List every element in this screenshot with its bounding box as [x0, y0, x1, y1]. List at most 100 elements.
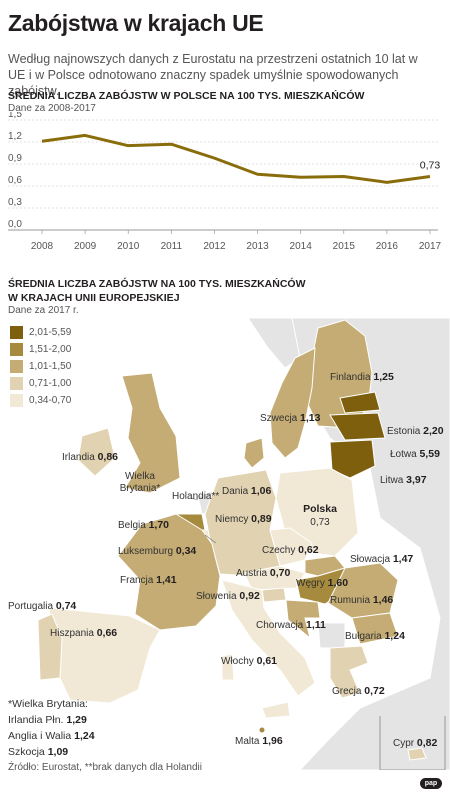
footnote-value: 1,24 [74, 730, 95, 742]
country-value: 0,92 [239, 590, 260, 602]
legend-label: 0,34-0,70 [29, 395, 72, 406]
country-value: 1,13 [300, 412, 321, 424]
label-polska: Polska [303, 503, 337, 515]
country-name: Niemcy [215, 514, 251, 525]
country-name: Malta [235, 736, 262, 747]
country-value: 0,72 [364, 685, 385, 697]
label-luksemburg: Luksemburg 0,34 [118, 545, 196, 557]
label-węgry: Węgry 1,60 [296, 577, 348, 589]
label-litwa: Litwa 3,97 [380, 474, 427, 486]
country-name-line: Brytania* [120, 483, 161, 494]
footnote-label: Irlandia Płn. [8, 714, 64, 726]
label-włochy: Włochy 0,61 [221, 655, 277, 667]
y-tick-label: 0,3 [8, 197, 22, 208]
legend-item: 1,01-1,50 [10, 358, 71, 375]
label-holandia-: Holandia** [172, 491, 219, 502]
y-tick-label: 0,9 [8, 153, 22, 164]
uk-footnote: *Wielka Brytania: Irlandia Płn. 1,29 Ang… [8, 696, 95, 760]
label-grecja: Grecja 0,72 [332, 685, 385, 697]
legend-label: 1,01-1,50 [29, 361, 72, 372]
source-note: Źródło: Eurostat, **brak danych dla Hola… [8, 762, 202, 773]
legend-label: 1,51-2,00 [29, 344, 72, 355]
country-name: Portugalia [8, 601, 56, 612]
country-czechia [269, 527, 313, 567]
map-legend: 2,01-5,59 1,51-2,00 1,01-1,50 0,71-1,00 … [10, 324, 71, 409]
country-name: Bułgaria [345, 631, 384, 642]
country-sweden [269, 347, 316, 459]
country-value: 1,24 [384, 630, 405, 642]
legend-item: 1,51-2,00 [10, 341, 71, 358]
label-szwecja: Szwecja 1,13 [260, 412, 321, 424]
label-dania: Dania 1,06 [222, 485, 272, 497]
country-value: 1,47 [393, 553, 414, 565]
label-francja: Francja 1,41 [120, 574, 177, 586]
country-value: 2,20 [423, 425, 444, 437]
country-portugal [37, 613, 63, 681]
country-italy [221, 579, 316, 697]
page-title: Zabójstwa w krajach UE [8, 10, 264, 36]
legend-swatch [10, 377, 23, 390]
footnote-value: 1,29 [66, 714, 87, 726]
country-value: 1,96 [262, 735, 283, 747]
label-cypr: Cypr 0,82 [393, 737, 438, 749]
country-value: 0,70 [270, 567, 291, 579]
country-name: Słowenia [196, 591, 239, 602]
country-value: 0,34 [176, 545, 197, 557]
country-cyprus [407, 747, 427, 761]
footnote-title: *Wielka Brytania: [8, 698, 88, 710]
data-label: 0,73 [420, 159, 441, 171]
map-title: ŚREDNIA LICZBA ZABÓJSTW NA 100 TYS. MIES… [8, 278, 306, 304]
label-austria: Austria 0,70 [236, 567, 291, 579]
country-name: Chorwacja [256, 620, 306, 631]
country-lithuania [329, 439, 376, 479]
footnote-row: Szkocja 1,09 [8, 744, 95, 760]
country-name: Luksemburg [118, 546, 176, 557]
cyprus-inset-frame [379, 716, 446, 770]
country-name-line: Wielka [125, 471, 155, 482]
y-tick-label: 1,2 [8, 131, 22, 142]
label-słowacja: Słowacja 1,47 [350, 553, 413, 565]
legend-item: 2,01-5,59 [10, 324, 71, 341]
y-tick-label: 0,6 [8, 175, 22, 186]
country-name: Łotwa [390, 449, 419, 460]
country-value: 0,61 [257, 655, 278, 667]
country-name: Słowacja [350, 554, 393, 565]
label-bułgaria: Bułgaria 1,24 [345, 630, 405, 642]
country-name: Cypr [393, 738, 417, 749]
line-chart: 0,0 0,3 0,6 0,9 1,2 1,5 2008 2009 2010 2011 2012 20… [8, 112, 442, 252]
country-value: 1,06 [251, 485, 272, 497]
legend-swatch [10, 360, 23, 373]
country-value: 5,59 [419, 448, 440, 460]
country-name: Litwa [380, 475, 406, 486]
footnote-label: Szkocja [8, 746, 45, 758]
label-słowenia: Słowenia 0,92 [196, 590, 260, 602]
footnote-row: Irlandia Płn. 1,29 [8, 712, 95, 728]
y-tick-label: 0,0 [8, 219, 22, 230]
legend-swatch [10, 343, 23, 356]
country-greece [329, 645, 369, 699]
country-denmark [243, 437, 265, 469]
country-ireland [77, 427, 116, 477]
country-name: Finlandia [330, 372, 373, 383]
value-polska: 0,73 [310, 517, 330, 528]
series-line [41, 133, 431, 184]
country-value: 1,11 [306, 619, 326, 631]
label-portugalia: Portugalia 0,74 [8, 600, 76, 612]
legend-label: 2,01-5,59 [29, 327, 72, 338]
label-estonia: Estonia 2,20 [387, 425, 444, 437]
label-chorwacja: Chorwacja 1,11 [256, 619, 326, 631]
country-estonia [339, 391, 381, 414]
country-name: Hiszpania [50, 628, 97, 639]
country-value: 1,46 [373, 594, 394, 606]
country-france [117, 513, 221, 631]
label-rumunia: Rumunia 1,46 [330, 594, 393, 606]
label-malta: Malta 1,96 [235, 735, 283, 747]
country-name: Irlandia [62, 452, 98, 463]
country-name: Austria [236, 568, 270, 579]
legend-swatch [10, 394, 23, 407]
legend-label: 0,71-1,00 [29, 378, 72, 389]
x-tick-label: 2014 [290, 241, 313, 252]
label-łotwa: Łotwa 5,59 [390, 448, 440, 460]
legend-item: 0,71-1,00 [10, 375, 71, 392]
x-tick-label: 2013 [246, 241, 269, 252]
